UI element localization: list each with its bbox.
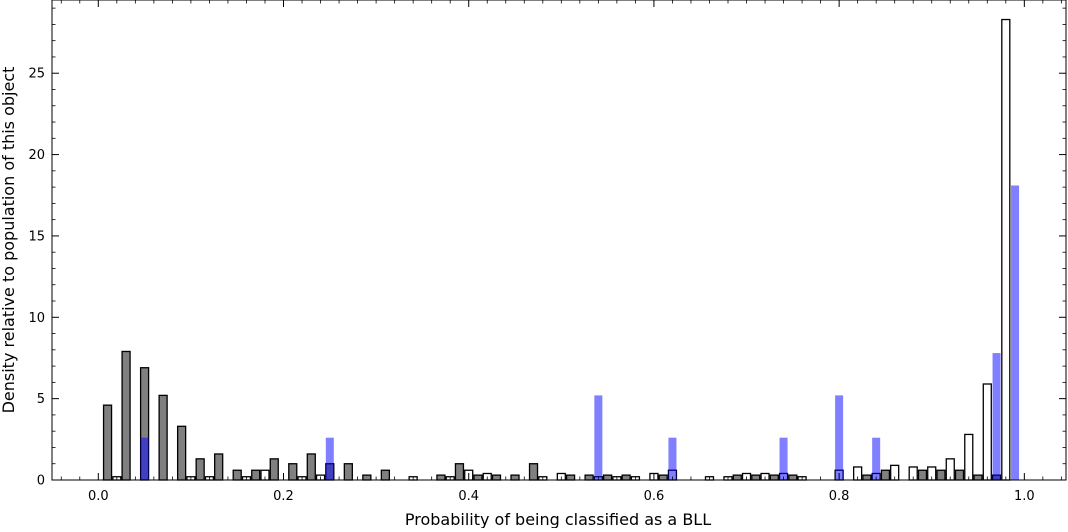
bar-s0-13	[343, 463, 353, 481]
bar-s1-31	[964, 433, 974, 481]
bar-s0-16	[436, 474, 446, 481]
x-tick-label: 0.0	[88, 489, 109, 504]
bar-s0-25	[621, 474, 631, 481]
bar-s0-31	[862, 474, 872, 481]
bar-s2-7	[992, 353, 1001, 480]
bar-s2-4	[779, 437, 788, 480]
bar-s0-27	[732, 474, 742, 481]
x-tick-label: 1.0	[1014, 489, 1035, 504]
bar-s0-3	[158, 394, 168, 481]
y-tick-label: 20	[28, 148, 45, 163]
series-1	[112, 18, 1011, 481]
bar-s0-22	[565, 474, 576, 481]
y-tick-label: 25	[28, 67, 45, 82]
bar-s0-35	[954, 469, 965, 481]
bar-s0-28	[751, 474, 761, 481]
bar-s0-24	[602, 474, 613, 481]
x-tick-label: 0.4	[458, 489, 479, 504]
bar-s0-1	[121, 350, 131, 481]
bar-s2-8	[1011, 185, 1020, 481]
bar-s2-5	[835, 395, 844, 480]
y-tick-label: 0	[37, 474, 45, 489]
bar-s0-10	[288, 463, 298, 481]
y-tick-label: 5	[37, 392, 45, 407]
bar-s0-15	[380, 469, 391, 481]
bar-s2-6	[872, 437, 881, 480]
bar-s2-1	[325, 437, 334, 480]
bar-s0-8	[251, 469, 261, 481]
bars-layer	[102, 18, 1020, 481]
bar-s0-33	[917, 469, 928, 481]
bar-s2-0	[140, 437, 149, 480]
x-tick-label: 0.6	[644, 489, 665, 504]
bar-s0-19	[491, 474, 502, 481]
bar-s0-4	[176, 425, 187, 481]
bar-s0-11	[306, 453, 316, 481]
bar-s0-5	[195, 458, 205, 481]
bar-s0-32	[880, 469, 891, 481]
bar-s0-7	[232, 469, 242, 481]
x-tick-label: 0.2	[273, 489, 294, 504]
axes-layer: 0.0 0.2 0.4 0.6 0.8 1.0 0 5 10 15 20 25	[28, 0, 1067, 504]
y-tick-label: 15	[28, 229, 45, 244]
bar-s1-32	[982, 383, 992, 481]
bar-s0-20	[510, 474, 520, 481]
bar-s0-18	[473, 474, 483, 481]
bar-s0-30	[788, 474, 798, 481]
y-axis-label: Density relative to population of this o…	[0, 67, 18, 414]
bar-s0-9	[269, 458, 279, 481]
bar-s0-17	[454, 463, 465, 481]
bar-s0-23	[584, 474, 594, 481]
y-tick-label: 10	[28, 311, 45, 326]
bar-s0-21	[528, 463, 539, 481]
bar-s2-2	[594, 395, 603, 480]
x-tick-label: 0.8	[829, 489, 850, 504]
bar-s0-6	[214, 453, 224, 481]
bar-s0-14	[362, 474, 372, 481]
bar-s0-34	[936, 469, 946, 481]
bar-s0-29	[769, 474, 779, 481]
bar-s0-0	[102, 404, 113, 481]
series-0	[102, 350, 1002, 481]
bar-s0-36	[973, 474, 983, 481]
x-axis-label: Probability of being classified as a BLL	[405, 510, 711, 528]
plot-frame	[51, 0, 1067, 481]
bar-s1-33	[1001, 18, 1011, 481]
series-2	[140, 185, 1020, 481]
bar-s2-3	[668, 437, 677, 480]
bar-s0-26	[658, 474, 668, 481]
